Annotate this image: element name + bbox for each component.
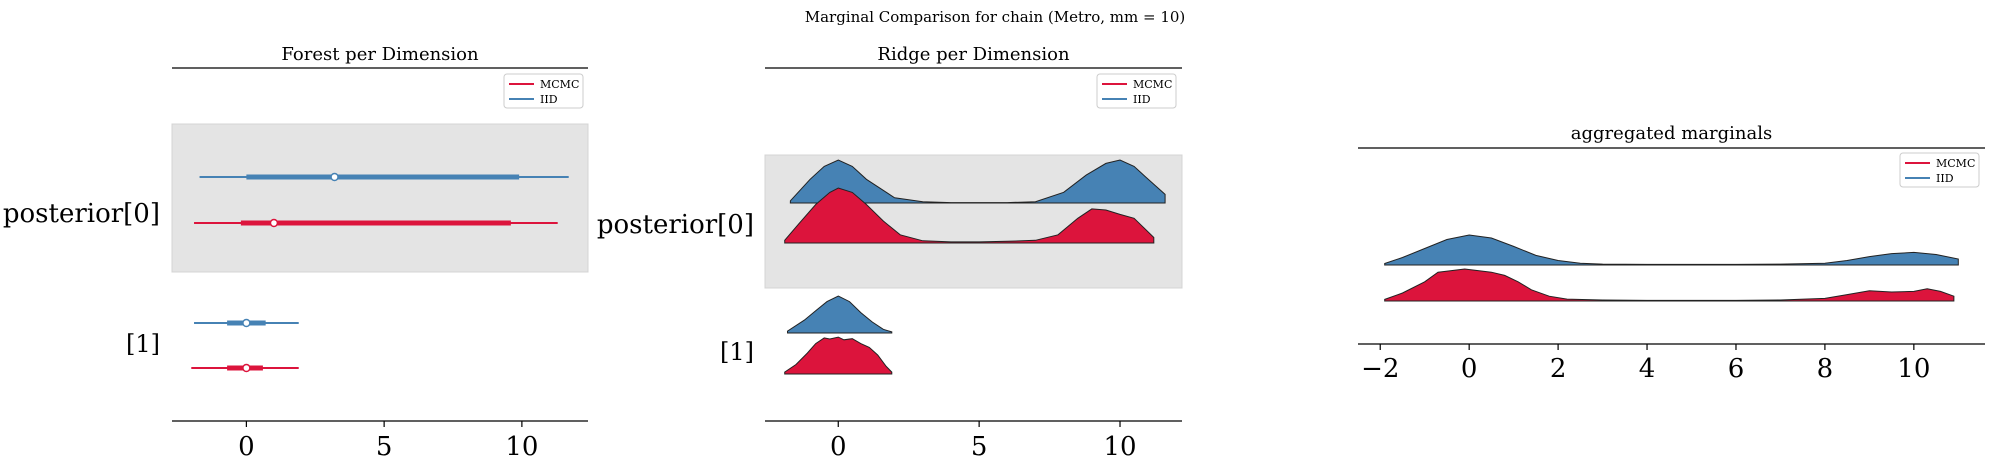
ridge-mcmc bbox=[784, 187, 1155, 244]
panel-title: aggregated marginals bbox=[1571, 123, 1772, 144]
forest-panel: Forest per Dimension 0 5 10 posterior[0] [1] M… bbox=[3, 44, 589, 462]
legend: MCMC IID bbox=[503, 73, 584, 109]
x-tick-label: 5 bbox=[376, 432, 393, 462]
y-category-label: posterior[0] bbox=[3, 199, 160, 229]
y-category-label: posterior[0] bbox=[597, 210, 754, 240]
x-tick-label: 0 bbox=[1461, 354, 1478, 384]
x-tick-label: 4 bbox=[1639, 354, 1656, 384]
median-point bbox=[330, 172, 339, 182]
panel-title: Forest per Dimension bbox=[281, 44, 479, 65]
x-tick-label: 10 bbox=[505, 432, 538, 462]
median-point bbox=[242, 318, 251, 328]
ridge-panel: Ridge per Dimension 0 5 10 posterior[0] [1] MC… bbox=[597, 44, 1183, 462]
x-tick-label: 2 bbox=[1550, 354, 1567, 384]
x-tick-label: −2 bbox=[1361, 354, 1399, 384]
x-tick-label: 10 bbox=[1103, 432, 1136, 462]
x-tick-label: 10 bbox=[1897, 354, 1930, 384]
legend-label-iid: IID bbox=[1936, 172, 1954, 185]
x-tick-label: 0 bbox=[238, 432, 255, 462]
ridge-mcmc bbox=[1384, 268, 1955, 302]
ridge-mcmc bbox=[784, 336, 893, 375]
ridge-iid bbox=[789, 159, 1166, 204]
legend-label-mcmc: MCMC bbox=[1936, 157, 1975, 170]
ridge-iid bbox=[1384, 234, 1959, 266]
ridge-iid bbox=[786, 295, 893, 334]
legend-label-mcmc: MCMC bbox=[1133, 78, 1172, 91]
aggregated-panel: aggregated marginals −2 0 2 4 6 8 10 MCMC IID bbox=[1358, 123, 1985, 384]
median-point bbox=[242, 363, 251, 373]
x-tick-label: 6 bbox=[1728, 354, 1745, 384]
legend-label-iid: IID bbox=[1133, 93, 1151, 106]
figure-suptitle: Marginal Comparison for chain (Metro, mm… bbox=[805, 8, 1186, 26]
y-category-label: [1] bbox=[720, 338, 754, 366]
legend-label-iid: IID bbox=[540, 93, 558, 106]
legend: MCMC IID bbox=[1899, 152, 1980, 188]
y-category-label: [1] bbox=[126, 330, 160, 358]
legend: MCMC IID bbox=[1096, 73, 1177, 109]
median-point bbox=[269, 218, 279, 228]
panel-title: Ridge per Dimension bbox=[877, 44, 1070, 65]
shaded-band bbox=[171, 123, 589, 273]
legend-label-mcmc: MCMC bbox=[540, 78, 579, 91]
x-tick-label: 8 bbox=[1817, 354, 1834, 384]
x-tick-label: 5 bbox=[971, 432, 988, 462]
x-tick-label: 0 bbox=[830, 432, 847, 462]
